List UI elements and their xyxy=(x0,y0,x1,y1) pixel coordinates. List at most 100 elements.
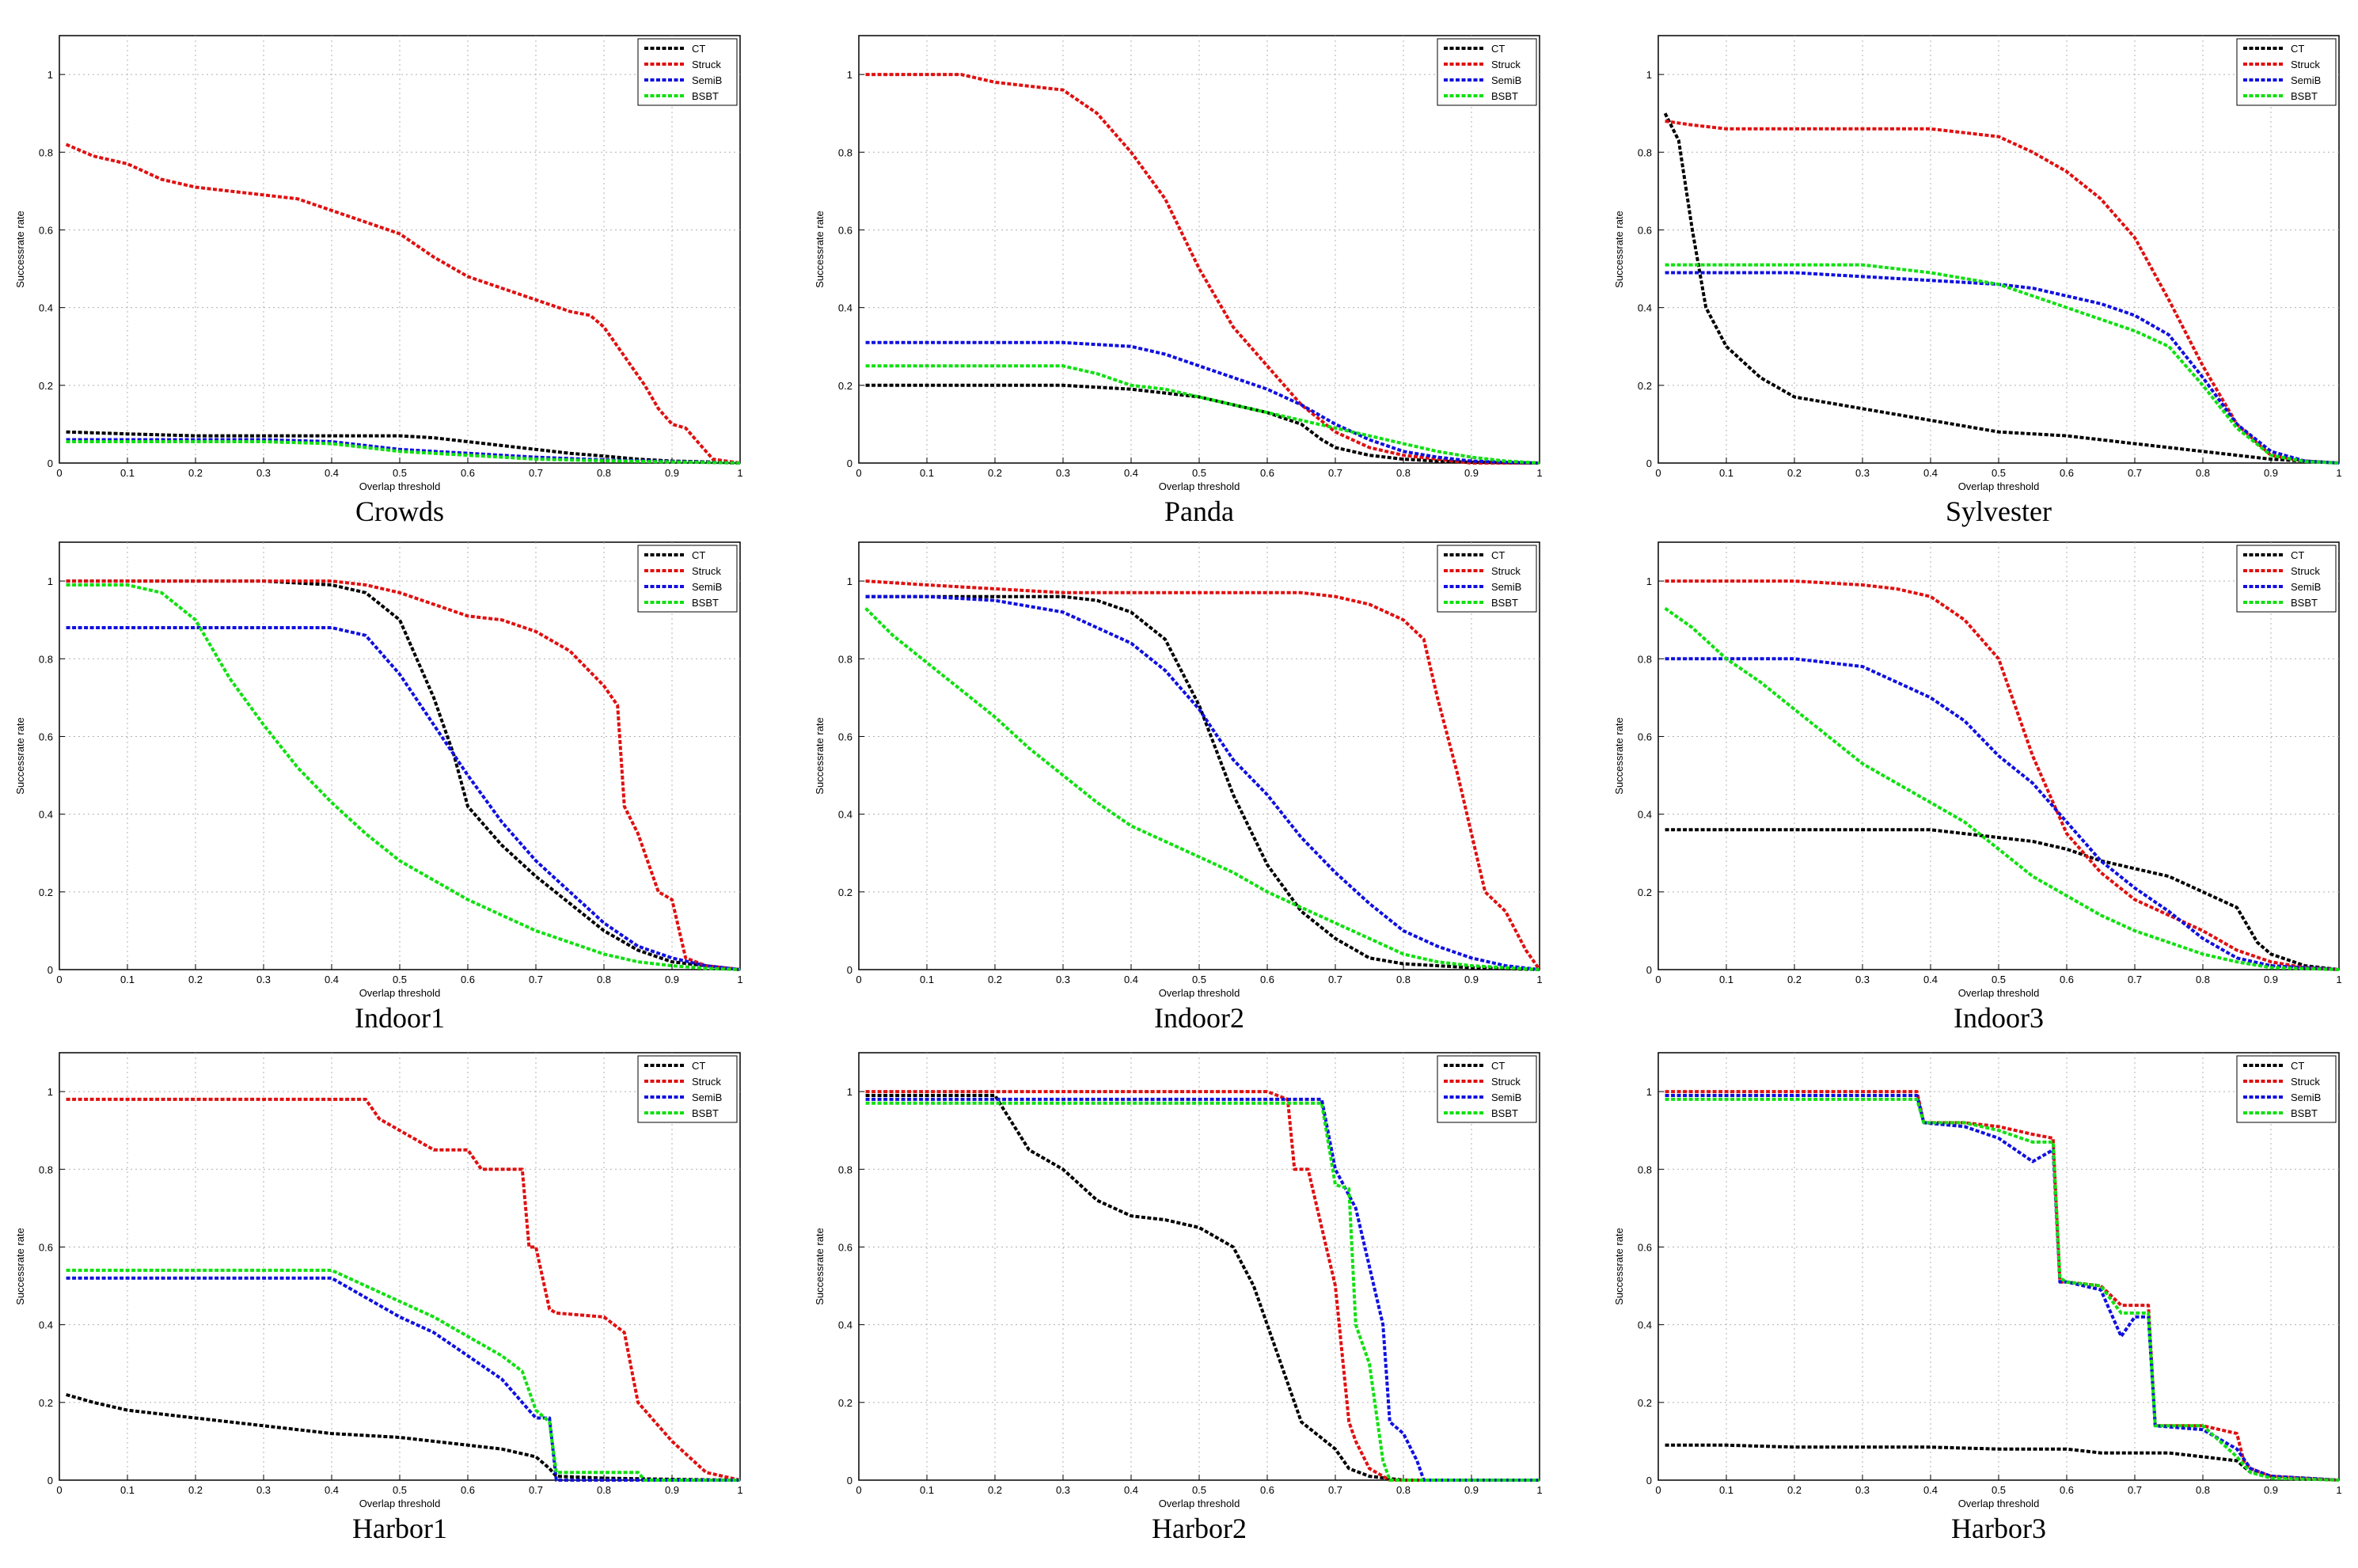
x-tick-label: 0.2 xyxy=(188,467,203,479)
legend-box xyxy=(1437,545,1537,613)
y-tick-label: 1 xyxy=(47,69,53,81)
x-tick-label: 0.5 xyxy=(1192,467,1206,479)
chart-svg: 0 0.1 0.2 0.3 0.4 0.5 0.6 0.7 0.8 0.9 1 0 0.2 0.4 0.6 0… xyxy=(14,35,743,492)
series-line-semib xyxy=(865,340,1540,465)
legend-label-struck: Struck xyxy=(2291,1076,2320,1088)
chart-sylvester: 0 0.1 0.2 0.3 0.4 0.5 0.6 0.7 0.8 0.9 1 0 0.2 0.4 0.6 0… xyxy=(1603,28,2355,507)
x-tick-label: 0.6 xyxy=(2060,1484,2074,1496)
series-line-bsbt xyxy=(865,1101,1540,1482)
legend-label-bsbt: BSBT xyxy=(2291,90,2318,102)
x-tick-label: 0.4 xyxy=(1124,974,1138,985)
legend-label-struck: Struck xyxy=(2291,565,2320,577)
legend-box xyxy=(637,1055,738,1123)
x-tick-label: 0.9 xyxy=(665,1484,679,1496)
legend-label-ct: CT xyxy=(692,1060,705,1072)
chart-caption-crowds: Crowds xyxy=(355,495,444,527)
chart-svg: 0 0.1 0.2 0.3 0.4 0.5 0.6 0.7 0.8 0.9 1 0 0.2 0.4 0.6 0… xyxy=(814,541,1543,999)
legend-label-semib: SemiB xyxy=(2291,74,2321,86)
legend: CT Struck SemiB BSBT xyxy=(637,1055,738,1123)
legend-label-struck: Struck xyxy=(692,565,721,577)
series-line-bsbt xyxy=(66,1268,740,1482)
x-axis-label: Overlap threshold xyxy=(1958,1498,2040,1509)
series-line-struck xyxy=(1665,1090,2340,1482)
x-tick-label: 0.7 xyxy=(2128,974,2142,985)
legend-label-bsbt: BSBT xyxy=(1491,1107,1518,1119)
x-tick-label: 1 xyxy=(2336,1484,2341,1496)
x-tick-label: 0.8 xyxy=(1396,1484,1411,1496)
y-tick-label: 0.4 xyxy=(39,1319,53,1331)
x-tick-label: 0.9 xyxy=(1464,974,1479,985)
x-tick-label: 0.1 xyxy=(120,974,135,985)
x-tick-label: 0.9 xyxy=(665,974,679,985)
y-axis-label: Successrate rate xyxy=(14,1228,26,1305)
series-line-bsbt xyxy=(66,583,741,971)
x-tick-label: 0.8 xyxy=(2196,467,2210,479)
chart-panda: 0 0.1 0.2 0.3 0.4 0.5 0.6 0.7 0.8 0.9 1 0 0.2 0.4 0.6 0… xyxy=(803,28,1555,507)
chart-harbor1: 0 0.1 0.2 0.3 0.4 0.5 0.6 0.7 0.8 0.9 1 0 0.2 0.4 0.6 0… xyxy=(4,1045,756,1524)
x-tick-label: 0.5 xyxy=(393,1484,407,1496)
legend-box xyxy=(637,38,738,106)
x-tick-label: 0.8 xyxy=(1396,974,1411,985)
x-tick-label: 0.2 xyxy=(188,974,203,985)
x-tick-label: 0.5 xyxy=(393,974,407,985)
x-tick-label: 1 xyxy=(2336,467,2341,479)
y-tick-label: 0 xyxy=(847,1475,852,1486)
series-line-struck xyxy=(66,1097,741,1482)
x-tick-label: 0.7 xyxy=(2128,1484,2142,1496)
y-tick-label: 0.8 xyxy=(838,653,852,665)
y-axis-label: Successrate rate xyxy=(1613,211,1625,288)
x-tick-label: 1 xyxy=(737,467,742,479)
x-axis-label: Overlap threshold xyxy=(359,1498,441,1509)
y-tick-label: 0.2 xyxy=(838,380,852,392)
x-tick-label: 0.3 xyxy=(256,974,271,985)
x-tick-label: 0.2 xyxy=(1787,974,1802,985)
x-tick-label: 0 xyxy=(56,1484,62,1496)
y-tick-label: 0.8 xyxy=(1638,146,1652,158)
legend-label-bsbt: BSBT xyxy=(692,90,719,102)
x-tick-label: 0.3 xyxy=(256,467,271,479)
x-axis-label: Overlap threshold xyxy=(359,480,441,492)
x-tick-label: 0.7 xyxy=(529,1484,543,1496)
y-tick-label: 0.2 xyxy=(39,1397,53,1409)
y-tick-label: 0 xyxy=(47,1475,53,1486)
x-tick-label: 0.3 xyxy=(1056,974,1070,985)
series-line-struck xyxy=(865,1090,1540,1482)
series-line-ct xyxy=(1663,112,2340,465)
chart-svg: 0 0.1 0.2 0.3 0.4 0.5 0.6 0.7 0.8 0.9 1 0 0.2 0.4 0.6 0… xyxy=(14,541,743,999)
x-tick-label: 0.4 xyxy=(1923,467,1938,479)
y-tick-label: 0 xyxy=(1646,964,1652,976)
series-line-ct xyxy=(865,1094,1540,1482)
y-tick-label: 0.8 xyxy=(838,146,852,158)
x-tick-label: 0 xyxy=(56,974,62,985)
x-axis-label: Overlap threshold xyxy=(359,987,441,999)
chart-caption-sylvester: Sylvester xyxy=(1946,495,2052,527)
x-tick-label: 0.2 xyxy=(1787,467,1802,479)
x-tick-label: 0.4 xyxy=(1124,467,1138,479)
x-axis-label: Overlap threshold xyxy=(1958,987,2040,999)
x-tick-label: 0.5 xyxy=(1992,974,2006,985)
legend-label-ct: CT xyxy=(2291,1060,2304,1072)
y-tick-label: 0 xyxy=(847,457,852,469)
x-tick-label: 0.3 xyxy=(1056,1484,1070,1496)
legend-label-semib: SemiB xyxy=(692,1092,722,1103)
x-tick-label: 0.6 xyxy=(2060,974,2074,985)
x-tick-label: 1 xyxy=(737,974,742,985)
legend: CT Struck SemiB BSBT xyxy=(2236,1055,2337,1123)
y-tick-label: 0.4 xyxy=(1638,302,1652,314)
y-axis-label: Successrate rate xyxy=(814,717,826,795)
y-tick-label: 0.4 xyxy=(39,302,53,314)
x-tick-label: 0.6 xyxy=(461,467,475,479)
chart-caption-harbor3: Harbor3 xyxy=(1951,1513,2046,1544)
y-axis-label: Successrate rate xyxy=(14,211,26,288)
plot-area: 0 0.1 0.2 0.3 0.4 0.5 0.6 0.7 0.8 0.9 1 0 0.2 0.4 0.6 0… xyxy=(1613,1052,2342,1509)
series-line-struck xyxy=(66,579,741,971)
x-tick-label: 1 xyxy=(1536,974,1542,985)
x-tick-label: 0.7 xyxy=(529,467,543,479)
chart-caption-indoor1: Indoor1 xyxy=(355,1002,445,1034)
legend-label-bsbt: BSBT xyxy=(1491,597,1518,609)
chart-svg: 0 0.1 0.2 0.3 0.4 0.5 0.6 0.7 0.8 0.9 1 0 0.2 0.4 0.6 0… xyxy=(814,1052,1543,1509)
x-tick-label: 0.1 xyxy=(920,1484,934,1496)
y-tick-label: 0.4 xyxy=(1638,1319,1652,1331)
chart-caption-harbor1: Harbor1 xyxy=(352,1513,447,1544)
legend-label-ct: CT xyxy=(1491,549,1505,561)
